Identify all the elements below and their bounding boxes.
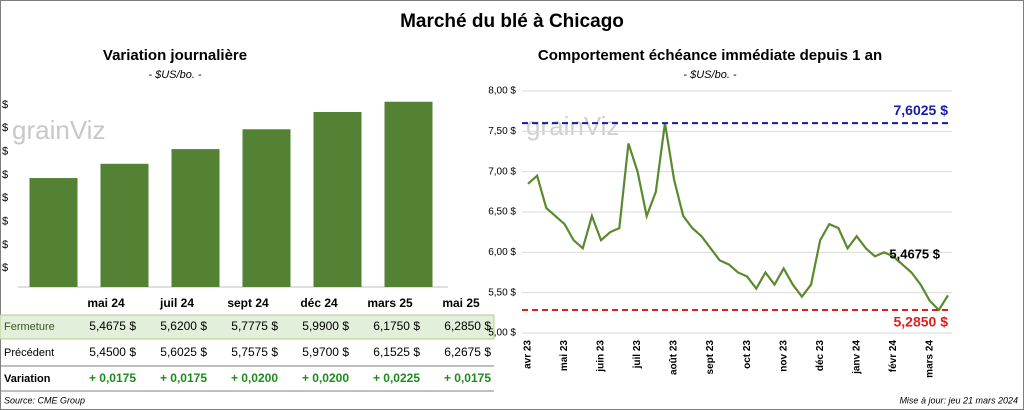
table-cell: + 0,0200 [302,371,349,385]
x-tick-label: nov 23 [778,340,789,372]
bar [242,129,291,287]
y-tick-label: $ [2,239,8,251]
table-cell: + 0,0175 [89,371,136,385]
y-tick-label: $ [2,122,8,134]
table-header: juil 24 [159,296,194,310]
bar [384,101,433,287]
watermark: grainViz [12,115,105,145]
bar [171,149,220,287]
table-cell: 5,7775 $ [231,319,278,333]
table-cell: + 0,0175 [160,371,207,385]
table-header: mai 25 [442,296,480,310]
x-tick-label: août 23 [669,340,680,375]
table-header: mars 25 [367,296,413,310]
y-tick-label: 5,00 $ [488,328,516,339]
fermeture-row-bg [0,314,495,340]
page-title: Marché du blé à Chicago [400,11,624,32]
x-tick-label: déc 23 [815,340,826,372]
price-line [527,122,949,312]
table-cell: 6,2675 $ [444,345,491,359]
x-tick-label: févr 24 [888,340,899,373]
bar-title: Variation journalière [103,47,247,64]
table-cell: 6,1525 $ [373,345,420,359]
y-tick-label: $ [2,216,8,228]
table-cell: 5,7575 $ [231,345,278,359]
x-tick-label: juil 23 [632,340,643,370]
x-tick-label: mars 24 [924,340,935,378]
y-tick-label: $ [2,146,8,158]
bar [313,112,362,287]
table-cell: + 0,0200 [231,371,278,385]
y-tick-label: $ [2,169,8,181]
y-tick-label: 6,00 $ [488,247,516,258]
x-tick-label: avr 23 [523,340,534,369]
table-cell: 5,9700 $ [302,345,349,359]
x-tick-label: juin 23 [596,340,607,373]
last-label: 5,4675 $ [889,247,940,262]
y-tick-label: $ [2,192,8,204]
table-cell: 6,1750 $ [373,319,420,333]
y-tick-label: 8,00 $ [488,86,516,97]
reference-label: 7,6025 $ [894,102,949,118]
watermark: grainViz [526,111,619,141]
y-tick-label: 6,50 $ [488,207,516,218]
x-tick-label: sept 23 [705,340,716,375]
y-tick-label: 7,00 $ [488,166,516,177]
bar [29,178,78,287]
y-tick-label: 5,50 $ [488,287,516,298]
x-tick-label: janv 24 [851,340,862,375]
source: Source: CME Group [4,395,85,405]
table-cell: + 0,0175 [444,371,491,385]
line-title: Comportement échéance immédiate depuis 1… [538,47,882,64]
x-tick-label: oct 23 [742,340,753,369]
table-cell: 5,6200 $ [160,319,207,333]
bar-subtitle: - $US/bo. - [148,69,202,81]
table-header: mai 24 [87,296,125,310]
y-tick-label: $ [2,99,8,111]
table-header: déc 24 [300,296,338,310]
table-cell: 5,4500 $ [89,345,136,359]
row-label: Précédent [4,347,54,359]
bar [100,163,149,287]
table-cell: 6,2850 $ [444,319,491,333]
y-tick-label: 7,50 $ [488,126,516,137]
table-cell: 5,4675 $ [89,319,136,333]
table-cell: + 0,0225 [373,371,420,385]
reference-label: 5,2850 $ [894,314,949,330]
line-subtitle: - $US/bo. - [683,69,737,81]
table-cell: 5,6025 $ [160,345,207,359]
table-cell: 5,9900 $ [302,319,349,333]
row-label: Fermeture [4,321,55,333]
updated: Mise à jour: jeu 21 mars 2024 [899,395,1018,405]
table-header: sept 24 [227,296,269,310]
x-tick-label: mai 23 [559,340,570,372]
row-label: Variation [4,373,51,385]
y-tick-label: $ [2,262,8,274]
